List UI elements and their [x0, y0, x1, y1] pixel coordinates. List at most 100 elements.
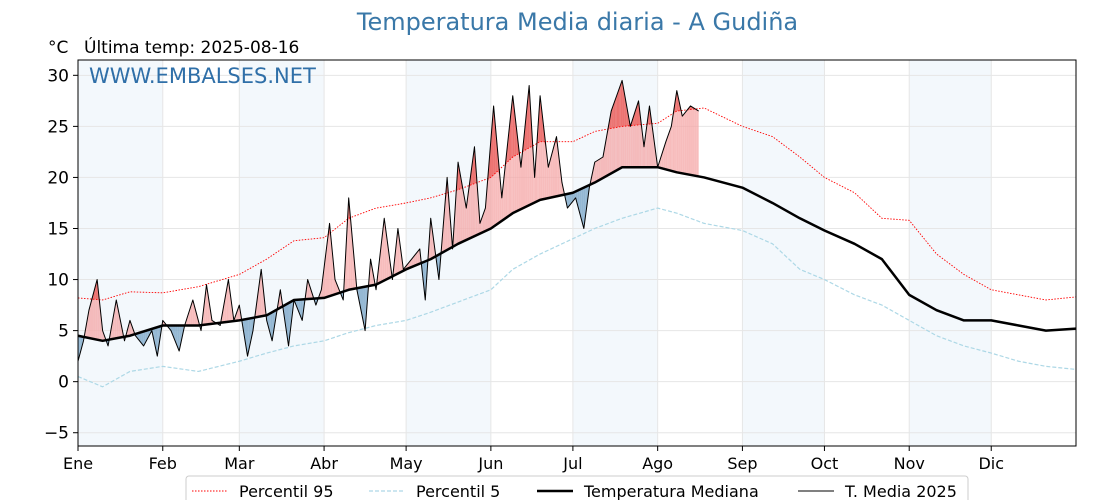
extreme-warm-fill: [540, 95, 543, 142]
warm-anomaly-fill: [395, 241, 397, 275]
warm-anomaly-fill: [682, 113, 685, 174]
x-tick-label: Dic: [978, 454, 1004, 473]
warm-anomaly-fill: [384, 218, 387, 281]
x-tick-label: Jul: [562, 454, 582, 473]
warm-anomaly-fill: [262, 282, 264, 317]
warm-anomaly-fill: [671, 117, 673, 172]
cold-anomaly-fill: [248, 318, 251, 350]
warm-anomaly-fill: [594, 160, 597, 183]
warm-anomaly-fill: [659, 154, 662, 169]
warm-anomaly-fill: [131, 324, 133, 336]
series-line-3: [77, 79, 699, 362]
warm-anomaly-fill: [482, 211, 485, 233]
warm-anomaly-fill: [665, 137, 668, 170]
series-line-2: [77, 165, 1077, 343]
warm-anomaly-fill: [257, 284, 260, 318]
warm-anomaly-fill: [628, 114, 631, 168]
warm-anomaly-fill: [417, 248, 420, 265]
y-tick-label: −5: [44, 424, 69, 444]
y-tick-label: 30: [47, 66, 69, 86]
cold-anomaly-fill: [365, 286, 367, 331]
warm-anomaly-fill: [642, 135, 644, 168]
warm-anomaly-fill: [651, 121, 654, 168]
x-tick-label: Ago: [642, 454, 673, 473]
cold-anomaly-fill: [147, 329, 150, 339]
cold-anomaly-fill: [80, 336, 83, 352]
month-band: [239, 60, 325, 446]
warm-anomaly-fill: [224, 291, 227, 323]
extreme-warm-fill: [529, 85, 531, 148]
extreme-warm-fill: [95, 279, 98, 300]
extreme-warm-fill: [458, 162, 461, 190]
y-tick-label: 0: [58, 373, 69, 393]
warm-anomaly-fill: [676, 90, 679, 173]
warm-anomaly-fill: [607, 122, 610, 176]
last-temp-label: Última temp: 2025-08-16: [84, 38, 300, 58]
extreme-warm-fill: [624, 91, 627, 127]
y-tick-label: 20: [47, 168, 69, 188]
month-bands: [78, 60, 992, 446]
warm-anomaly-fill: [203, 296, 206, 325]
series-line-1: [77, 207, 1077, 388]
warm-anomaly-fill: [99, 305, 102, 341]
extreme-warm-fill: [618, 88, 620, 128]
extreme-warm-fill: [620, 80, 623, 127]
x-tick-label: Mar: [224, 454, 255, 473]
warm-anomaly-fill: [345, 223, 348, 291]
warm-anomaly-fill: [118, 310, 121, 338]
warm-anomaly-fill: [499, 174, 502, 223]
warm-anomaly-fill: [327, 223, 330, 297]
cold-anomaly-fill: [247, 318, 249, 357]
cold-anomaly-fill: [177, 325, 180, 352]
cold-anomaly-fill: [567, 193, 570, 209]
x-tick-label: Jun: [477, 454, 503, 473]
legend-label-0: Percentil 95: [239, 482, 334, 500]
cold-anomaly-fill: [579, 188, 582, 221]
warm-anomaly-fill: [602, 145, 606, 178]
warm-anomaly-fill: [194, 307, 197, 326]
warm-anomaly-fill: [696, 109, 699, 177]
extreme-warm-fill: [616, 91, 619, 128]
warm-anomaly-fill: [88, 302, 91, 339]
month-band: [742, 60, 825, 446]
warm-anomaly-fill: [504, 159, 506, 219]
warm-anomaly-fill: [550, 151, 553, 198]
warm-anomaly-fill: [639, 112, 642, 168]
warm-anomaly-fill: [468, 177, 471, 240]
x-tick-label: Abr: [310, 454, 338, 473]
warm-anomaly-fill: [477, 185, 479, 235]
extreme-warm-fill: [525, 105, 528, 151]
extreme-warm-fill: [511, 95, 513, 159]
warm-anomaly-fill: [690, 105, 693, 176]
warm-anomaly-fill: [501, 185, 504, 221]
cold-anomaly-fill: [296, 299, 299, 311]
extreme-warm-fill: [615, 95, 617, 128]
x-tick-label: Feb: [149, 454, 177, 473]
warm-anomaly-fill: [632, 113, 635, 168]
warm-anomaly-fill: [646, 116, 649, 168]
y-axis-ticks: −5 0 5 10 15 20 25 30: [44, 66, 78, 444]
warm-anomaly-fill: [663, 141, 666, 170]
legend-label-1: Percentil 5: [416, 482, 500, 500]
warm-anomaly-fill: [329, 223, 331, 297]
cold-anomaly-fill: [155, 327, 158, 357]
extreme-warm-fill: [622, 80, 625, 127]
warm-anomaly-fill: [380, 236, 383, 283]
warm-anomaly-fill: [505, 146, 508, 218]
warm-anomaly-fill: [546, 149, 549, 199]
warm-anomaly-fill: [430, 218, 433, 260]
warm-anomaly-fill: [548, 159, 551, 199]
unit-label: °C: [48, 38, 69, 58]
warm-anomaly-fill: [386, 233, 389, 280]
warm-anomaly-fill: [554, 136, 557, 197]
plot-frame: [77, 59, 1077, 447]
y-tick-label: 10: [47, 271, 69, 291]
warm-anomaly-fill: [694, 108, 697, 177]
warm-anomaly-fill: [686, 108, 689, 175]
cold-anomaly-fill: [141, 331, 144, 346]
warm-anomaly-fill: [445, 177, 448, 252]
cold-anomaly-fill: [270, 312, 273, 341]
warm-anomaly-fill: [323, 256, 326, 298]
warm-anomaly-fill: [679, 103, 681, 174]
